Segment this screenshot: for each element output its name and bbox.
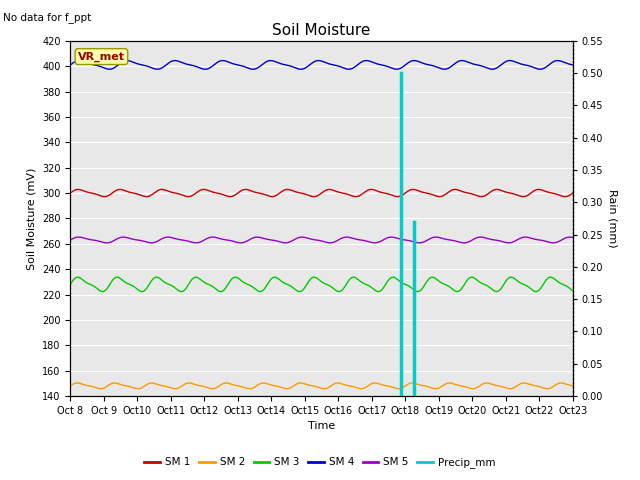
Title: Soil Moisture: Soil Moisture [273, 23, 371, 38]
Text: No data for f_ppt: No data for f_ppt [3, 12, 92, 23]
Legend: SM 1, SM 2, SM 3, SM 4, SM 5, Precip_mm: SM 1, SM 2, SM 3, SM 4, SM 5, Precip_mm [140, 453, 500, 472]
Y-axis label: Rain (mm): Rain (mm) [607, 189, 618, 248]
Text: VR_met: VR_met [78, 51, 125, 62]
Y-axis label: Soil Moisture (mV): Soil Moisture (mV) [26, 167, 36, 270]
X-axis label: Time: Time [308, 421, 335, 431]
